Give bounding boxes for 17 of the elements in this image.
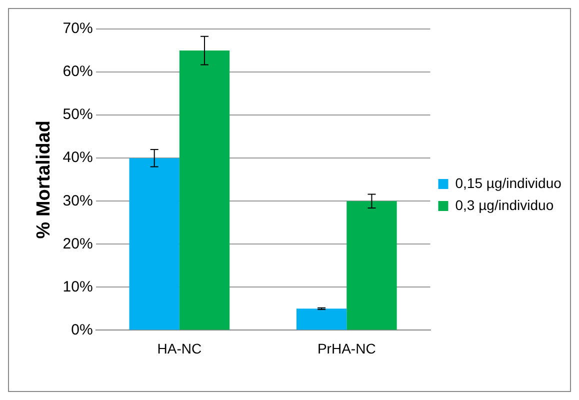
y-tick-label: 40% [62, 149, 93, 166]
y-tick-label: 70% [62, 20, 93, 38]
x-tick-label: HA-NC [157, 340, 202, 356]
bar [296, 308, 347, 330]
y-tick-label: 50% [62, 106, 93, 124]
bar [129, 158, 180, 330]
x-tick-label: PrHA-NC [317, 340, 376, 356]
y-tick-label: 60% [62, 63, 93, 80]
y-tick-label: 0% [71, 321, 93, 338]
y-tick-label: 10% [62, 278, 93, 296]
y-tick-label: 30% [62, 192, 93, 210]
y-axis-title: % Mortalidad [34, 120, 55, 239]
bar [179, 50, 230, 330]
legend-label: 0,3 µg/individuo [455, 196, 554, 213]
y-tick-label: 20% [62, 235, 93, 252]
bar [346, 201, 397, 330]
legend-label: 0,15 µg/individuo [455, 174, 562, 191]
